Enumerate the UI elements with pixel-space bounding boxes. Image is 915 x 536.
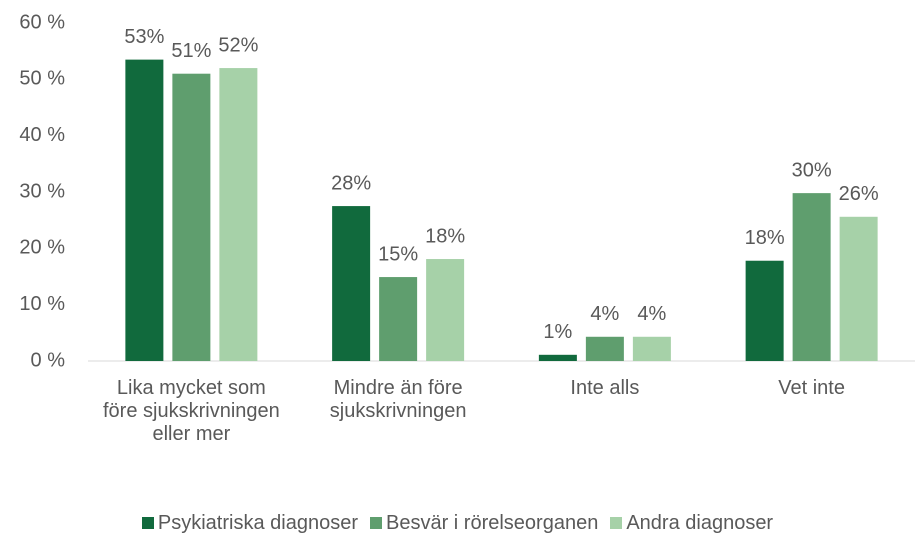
y-tick-label: 60 % — [19, 11, 65, 33]
x-tick-label: Mindre än före sjukskrivningen — [329, 377, 467, 422]
bar — [426, 259, 465, 361]
bar — [745, 260, 784, 361]
bar — [219, 68, 258, 362]
legend-label: Besvär i rörelseorganen — [385, 512, 599, 534]
data-label: 28% — [331, 172, 371, 194]
data-label: 30% — [792, 159, 832, 181]
bar — [379, 277, 418, 361]
bar — [585, 336, 624, 361]
bar — [125, 59, 164, 361]
legend-label: Andra diagnoser — [626, 512, 774, 534]
bar — [332, 206, 371, 361]
y-tick-label: 0 % — [31, 349, 66, 371]
data-label: 18% — [425, 225, 465, 247]
y-tick-label: 50 % — [19, 68, 65, 90]
data-label: 53% — [124, 26, 164, 48]
legend-swatch — [369, 517, 382, 529]
legend-label: Psykiatriska diagnoser — [157, 512, 358, 534]
data-label: 51% — [171, 40, 211, 62]
bar — [792, 193, 831, 361]
bar — [538, 354, 577, 361]
x-tick-label: Lika mycket som före sjukskrivningen ell… — [103, 377, 280, 445]
legend: Psykiatriska diagnoser Besvär i rörelseor… — [0, 512, 915, 535]
bar — [632, 336, 671, 361]
data-label: 15% — [378, 243, 418, 265]
legend-swatch — [141, 517, 154, 529]
x-tick-label: Inte alls — [570, 377, 640, 399]
data-label: 26% — [839, 183, 879, 205]
data-label: 4% — [637, 303, 666, 325]
legend-swatch — [610, 517, 623, 529]
y-tick-label: 40 % — [19, 124, 65, 146]
y-tick-label: 30 % — [19, 180, 65, 202]
legend-item: Andra diagnoser — [610, 512, 773, 535]
y-tick-label: 10 % — [19, 293, 65, 315]
data-label: 52% — [218, 34, 258, 56]
data-label: 4% — [590, 303, 619, 325]
bar — [172, 73, 211, 361]
data-label: 18% — [745, 227, 785, 249]
x-tick-label: Vet inte — [778, 377, 845, 399]
y-tick-label: 20 % — [19, 237, 65, 259]
legend-item: Besvär i rörelseorganen — [369, 512, 599, 535]
bar — [839, 216, 878, 361]
data-label: 1% — [543, 321, 572, 343]
legend-item: Psykiatriska diagnoser — [141, 512, 358, 535]
